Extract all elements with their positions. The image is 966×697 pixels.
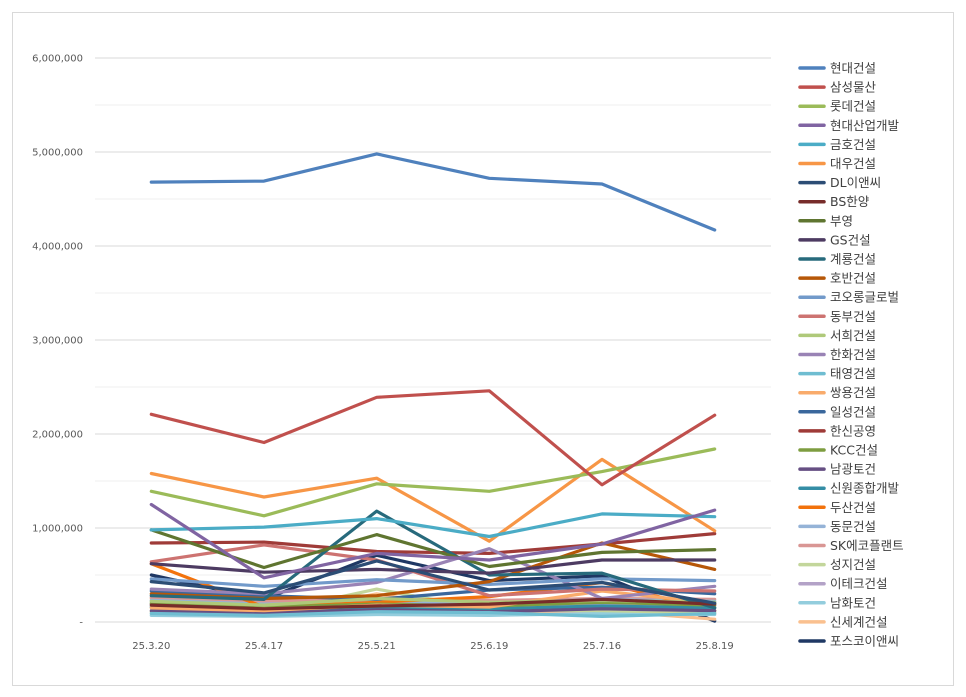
series-line[interactable] xyxy=(149,502,717,580)
legend-label: 현대건설 xyxy=(830,61,876,76)
legend-label: 부영 xyxy=(830,213,853,228)
legend-label: 포스코이앤씨 xyxy=(830,634,899,649)
series-line[interactable] xyxy=(149,559,717,605)
series-line[interactable] xyxy=(149,558,717,575)
legend-label: 남광토건 xyxy=(830,462,876,477)
legend-label: KCC건설 xyxy=(830,443,878,458)
legend-label: GS건설 xyxy=(830,232,871,247)
x-tick-label: 25.3.20 xyxy=(132,641,170,652)
y-axis-ticks: - 1,000,000 2,000,000 3,000,000 4,000,000 5,0… xyxy=(32,54,83,629)
legend-label: 동문건설 xyxy=(830,519,876,534)
legend-item[interactable]: 대우건설 xyxy=(798,156,876,171)
series-line[interactable] xyxy=(149,528,717,570)
series-line[interactable] xyxy=(149,457,717,543)
series-line[interactable] xyxy=(149,531,717,556)
legend-label: 쌍용건설 xyxy=(830,385,876,400)
legend-item[interactable]: 한화건설 xyxy=(798,347,876,362)
legend-item[interactable]: 신세계건설 xyxy=(798,614,888,629)
legend-item[interactable]: 현대산업개발 xyxy=(798,118,900,133)
legend-item[interactable]: 서희건설 xyxy=(798,328,876,343)
x-tick-label: 25.5.21 xyxy=(358,641,396,652)
legend-label: 롯데건설 xyxy=(830,99,876,114)
legend-item[interactable]: 포스코이앤씨 xyxy=(798,634,899,649)
legend-label: 삼성물산 xyxy=(830,80,877,95)
x-tick-label: 25.7.16 xyxy=(583,641,621,652)
legend-item[interactable]: 쌍용건설 xyxy=(798,385,876,400)
y-tick-label: 3,000,000 xyxy=(32,336,83,347)
legend-label: 코오롱글로벌 xyxy=(830,290,899,305)
legend-label: 남화토건 xyxy=(830,595,876,610)
y-tick-label: 6,000,000 xyxy=(32,54,83,65)
series-line[interactable] xyxy=(149,389,717,487)
legend-item[interactable]: 부영 xyxy=(798,213,853,228)
legend-label: 금호건설 xyxy=(830,137,876,152)
legend-item[interactable]: 계룡건설 xyxy=(798,252,876,267)
legend-label: 서희건설 xyxy=(830,328,876,343)
legend-item[interactable]: SK에코플랜트 xyxy=(798,538,904,553)
y-tick-label: 2,000,000 xyxy=(32,430,83,441)
legend-item[interactable]: 코오롱글로벌 xyxy=(798,290,899,305)
legend-label: 성지건설 xyxy=(830,557,876,572)
x-axis-ticks: 25.3.20 25.4.17 25.5.21 25.6.19 25.7.16 25.8.… xyxy=(132,641,734,652)
legend-item[interactable]: 남화토건 xyxy=(798,595,876,610)
legend-item[interactable]: 롯데건설 xyxy=(798,99,876,114)
legend-label: 두산건설 xyxy=(830,500,876,515)
series-line[interactable] xyxy=(149,447,717,518)
legend-item[interactable]: 이테크건설 xyxy=(798,576,888,591)
legend-item[interactable]: 동문건설 xyxy=(798,519,876,534)
x-tick-label: 25.6.19 xyxy=(470,641,508,652)
chart-frame: - 1,000,000 2,000,000 3,000,000 4,000,000 5,0… xyxy=(12,12,954,686)
y-tick-label: 1,000,000 xyxy=(32,524,83,535)
x-tick-label: 25.4.17 xyxy=(245,641,283,652)
legend-item[interactable]: GS건설 xyxy=(798,232,871,247)
legend-item[interactable]: 현대건설 xyxy=(798,61,876,76)
y-tick-label: - xyxy=(79,618,83,629)
legend-item[interactable]: 동부건설 xyxy=(798,309,876,324)
series-line[interactable] xyxy=(149,152,717,232)
legend-label: 현대산업개발 xyxy=(830,118,900,133)
x-tick-label: 25.8.19 xyxy=(696,641,734,652)
series-line[interactable] xyxy=(149,512,717,539)
legend-item[interactable]: 신원종합개발 xyxy=(798,481,900,496)
line-chart: - 1,000,000 2,000,000 3,000,000 4,000,000 5,0… xyxy=(32,54,904,653)
legend-label: 계룡건설 xyxy=(830,252,876,267)
legend-label: 이테크건설 xyxy=(830,576,888,591)
series-line[interactable] xyxy=(149,509,717,610)
legend-item[interactable]: 삼성물산 xyxy=(798,80,877,95)
legend-item[interactable]: DL이앤씨 xyxy=(798,175,881,190)
legend-label: BS한양 xyxy=(830,194,870,209)
legend-label: 한화건설 xyxy=(830,347,876,362)
series-line[interactable] xyxy=(149,610,717,619)
series-line[interactable] xyxy=(149,597,717,611)
legend-label: 태영건설 xyxy=(830,366,876,381)
y-tick-label: 4,000,000 xyxy=(32,242,83,253)
legend-label: 신세계건설 xyxy=(830,614,888,629)
legend-item[interactable]: 일성건설 xyxy=(798,404,876,419)
legend-item[interactable]: KCC건설 xyxy=(798,443,878,458)
y-tick-label: 5,000,000 xyxy=(32,148,83,159)
series-lines xyxy=(149,152,717,623)
legend-label: 대우건설 xyxy=(830,156,876,171)
legend-label: 일성건설 xyxy=(830,404,876,419)
legend-item[interactable]: 태영건설 xyxy=(798,366,876,381)
series-line[interactable] xyxy=(149,543,717,598)
legend-label: SK에코플랜트 xyxy=(830,538,904,553)
series-line[interactable] xyxy=(149,547,717,601)
legend-item[interactable]: 남광토건 xyxy=(798,462,876,477)
legend-item[interactable]: 성지건설 xyxy=(798,557,876,572)
legend-item[interactable]: 금호건설 xyxy=(798,137,876,152)
legend-label: 신원종합개발 xyxy=(830,481,900,496)
legend-item[interactable]: 두산건설 xyxy=(798,500,876,515)
legend-label: DL이앤씨 xyxy=(830,175,881,190)
legend-label: 호반건설 xyxy=(830,271,876,286)
legend-label: 동부건설 xyxy=(830,309,876,324)
legend-item[interactable]: BS한양 xyxy=(798,194,870,209)
legend-label: 한신공영 xyxy=(830,423,876,438)
legend-item[interactable]: 한신공영 xyxy=(798,423,876,438)
legend-item[interactable]: 호반건설 xyxy=(798,271,876,286)
